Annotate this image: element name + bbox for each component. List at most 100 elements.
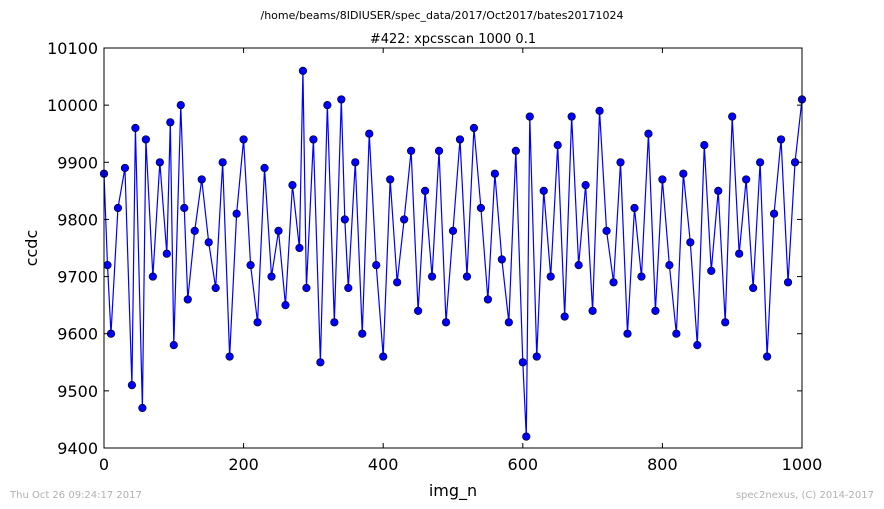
data-point (441, 318, 451, 327)
data-point (714, 186, 723, 195)
data-point (560, 312, 569, 321)
data-point (783, 278, 793, 287)
data-point (595, 106, 604, 115)
data-point (148, 272, 157, 281)
data-point (679, 169, 688, 178)
data-point (427, 272, 437, 281)
data-point (616, 158, 625, 167)
data-point (462, 272, 472, 281)
data-point (532, 352, 541, 361)
y-tick-label: 9500 (57, 382, 98, 401)
data-point (434, 146, 444, 155)
data-point (340, 215, 349, 224)
data-point (323, 101, 332, 110)
x-tick-label: 200 (228, 455, 259, 474)
y-tick-label: 10000 (47, 96, 98, 115)
data-point (351, 158, 360, 167)
data-point (567, 112, 576, 121)
data-point (769, 209, 779, 218)
data-point (658, 175, 667, 184)
data-point (518, 358, 527, 367)
y-axis-label: ccdc (22, 230, 41, 267)
data-point (274, 226, 283, 235)
data-point (476, 203, 486, 213)
data-point (511, 146, 520, 155)
data-point (400, 215, 409, 224)
data-point (127, 381, 137, 390)
data-point (581, 181, 590, 190)
data-point (776, 135, 786, 144)
data-point (365, 129, 374, 138)
data-point (183, 295, 192, 304)
data-point (372, 261, 381, 270)
data-point (637, 272, 646, 281)
data-point (309, 135, 318, 144)
data-point (490, 169, 499, 178)
data-point (504, 318, 513, 327)
data-point (665, 261, 674, 270)
data-point (455, 135, 465, 144)
data-point (253, 318, 262, 327)
data-point (707, 266, 716, 275)
data-point (232, 209, 241, 218)
data-point (553, 141, 562, 150)
data-point (155, 158, 164, 167)
data-point (700, 141, 709, 150)
x-tick-label: 600 (508, 455, 539, 474)
data-point (190, 226, 199, 235)
series-line (103, 70, 803, 437)
plot-area (99, 66, 807, 441)
data-point (609, 278, 618, 287)
y-axis-ticks: 9400 9500 9600 9700 9800 9900 10000 10100 (47, 39, 802, 458)
data-point (379, 352, 388, 361)
data-point (420, 186, 430, 195)
data-point (197, 175, 206, 184)
data-point (546, 272, 555, 281)
data-point (623, 329, 632, 338)
data-point (407, 146, 416, 155)
data-point (162, 249, 171, 258)
data-point (602, 226, 611, 235)
data-point (169, 341, 178, 350)
data-point (180, 203, 189, 213)
data-point (302, 283, 311, 293)
y-tick-label: 9800 (57, 210, 98, 229)
data-point (749, 283, 758, 293)
x-tick-label: 0 (99, 455, 109, 474)
data-point (166, 118, 175, 127)
data-point (414, 306, 423, 315)
data-point (337, 95, 346, 104)
data-point (120, 163, 130, 173)
data-point (239, 135, 248, 144)
data-point (539, 186, 548, 195)
data-point (497, 255, 506, 264)
data-point (211, 283, 220, 293)
footer-credit: spec2nexus, (C) 2014-2017 (736, 490, 874, 501)
data-point (393, 278, 402, 287)
data-point (756, 158, 765, 167)
data-point (742, 175, 751, 184)
data-point (295, 243, 304, 253)
data-point (588, 306, 597, 315)
data-point (281, 301, 290, 310)
x-tick-label: 400 (368, 455, 399, 474)
data-point (103, 261, 112, 270)
x-tick-label: 1000 (782, 455, 823, 474)
chart-supertitle: /home/beams/8IDIUSER/spec_data/2017/Oct2… (261, 9, 624, 22)
axes-frame (103, 47, 803, 449)
data-point (644, 129, 653, 138)
data-point (693, 341, 702, 350)
data-point (574, 261, 583, 270)
data-point (686, 238, 695, 247)
data-point (344, 283, 353, 293)
data-point (448, 226, 458, 235)
data-point (204, 238, 213, 247)
y-tick-label: 9600 (57, 325, 98, 344)
data-point (288, 181, 297, 190)
x-tick-label: 800 (647, 455, 678, 474)
footer-timestamp: Thu Oct 26 09:24:17 2017 (9, 490, 142, 501)
data-point (138, 403, 147, 413)
data-point (522, 432, 531, 441)
data-point (386, 175, 395, 184)
